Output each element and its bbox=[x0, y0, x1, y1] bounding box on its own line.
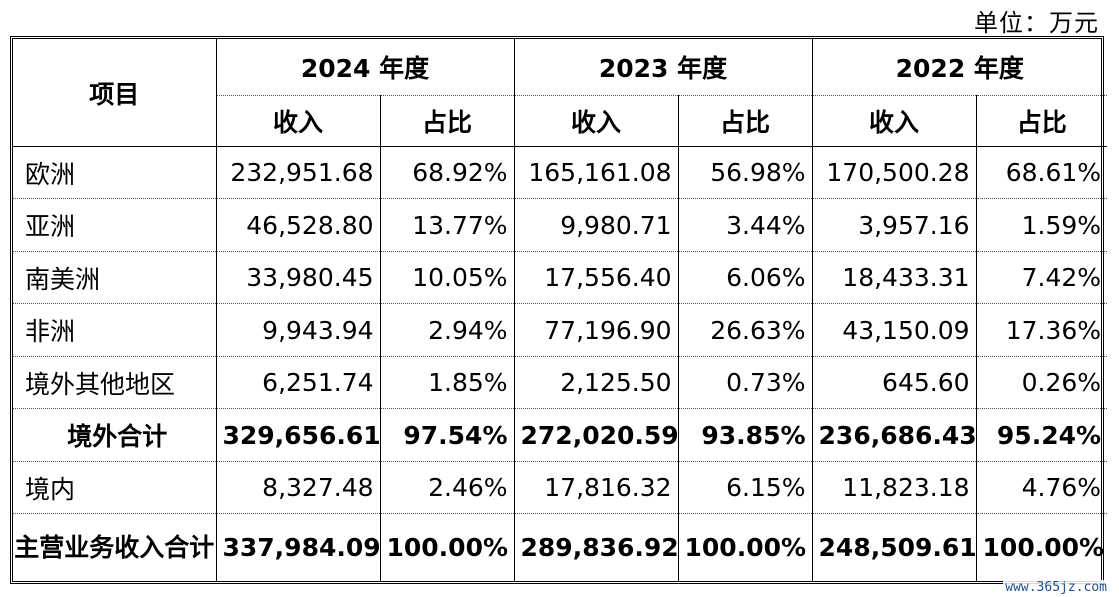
year-header-2023: 2023 年度 bbox=[514, 39, 813, 96]
cell-ratio-2024: 2.94% bbox=[380, 303, 515, 357]
ratio-header: 占比 bbox=[380, 95, 515, 147]
total-row: 主营业务收入合计 337,984.09 100.00% 289,836.92 1… bbox=[13, 513, 1107, 581]
row-label: 主营业务收入合计 bbox=[13, 513, 217, 581]
cell-ratio-2023: 6.15% bbox=[678, 461, 813, 515]
table-row: 亚洲 46,528.80 13.77% 9,980.71 3.44% 3,957… bbox=[13, 198, 1108, 252]
cell-ratio-2023: 56.98% bbox=[678, 146, 813, 200]
revenue-header: 收入 bbox=[812, 95, 977, 147]
revenue-by-region-table: 项目 2024 年度 2023 年度 2022 年度 收入 占比 收入 占比 收… bbox=[13, 39, 1108, 581]
cell-ratio-2022: 1.59% bbox=[976, 198, 1108, 252]
cell-ratio-2024: 2.46% bbox=[380, 461, 515, 515]
cell-ratio-2022: 4.76% bbox=[976, 461, 1108, 515]
cell-ratio-2022: 0.26% bbox=[976, 356, 1108, 410]
cell-ratio-2022: 68.61% bbox=[976, 146, 1108, 200]
cell-revenue-2022: 236,686.43 bbox=[812, 408, 977, 462]
cell-revenue-2022: 43,150.09 bbox=[812, 303, 977, 357]
table-row: 欧洲 232,951.68 68.92% 165,161.08 56.98% 1… bbox=[13, 146, 1108, 200]
cell-ratio-2023: 6.06% bbox=[678, 251, 813, 305]
revenue-header: 收入 bbox=[216, 95, 381, 147]
cell-revenue-2024: 8,327.48 bbox=[216, 461, 381, 515]
cell-ratio-2024: 68.92% bbox=[380, 146, 515, 200]
item-column-header: 项目 bbox=[13, 39, 217, 147]
cell-ratio-2023: 0.73% bbox=[678, 356, 813, 410]
table-row: 境外其他地区 6,251.74 1.85% 2,125.50 0.73% 645… bbox=[13, 356, 1108, 410]
header-row-years: 项目 2024 年度 2023 年度 2022 年度 bbox=[13, 39, 1108, 147]
row-label: 非洲 bbox=[13, 303, 217, 357]
cell-ratio-2023: 3.44% bbox=[678, 198, 813, 252]
cell-ratio-2022: 7.42% bbox=[976, 251, 1108, 305]
cell-revenue-2024: 337,984.09 bbox=[216, 513, 381, 581]
cell-ratio-2023: 26.63% bbox=[678, 303, 813, 357]
table-row: 非洲 9,943.94 2.94% 77,196.90 26.63% 43,15… bbox=[13, 303, 1108, 357]
year-header-2024: 2024 年度 bbox=[216, 39, 515, 96]
row-label: 境外合计 bbox=[13, 408, 217, 462]
cell-revenue-2022: 645.60 bbox=[812, 356, 977, 410]
cell-ratio-2022: 17.36% bbox=[976, 303, 1108, 357]
cell-revenue-2023: 9,980.71 bbox=[514, 198, 679, 252]
cell-ratio-2024: 10.05% bbox=[380, 251, 515, 305]
cell-revenue-2022: 3,957.16 bbox=[812, 198, 977, 252]
year-header-2022: 2022 年度 bbox=[812, 39, 1108, 96]
cell-revenue-2024: 329,656.61 bbox=[216, 408, 381, 462]
ratio-header: 占比 bbox=[678, 95, 813, 147]
cell-revenue-2023: 289,836.92 bbox=[514, 513, 679, 581]
cell-revenue-2022: 248,509.61 bbox=[812, 513, 977, 581]
unit-label: 单位：万元 bbox=[974, 9, 1099, 37]
cell-revenue-2022: 18,433.31 bbox=[812, 251, 977, 305]
cell-revenue-2024: 33,980.45 bbox=[216, 251, 381, 305]
cell-revenue-2023: 17,556.40 bbox=[514, 251, 679, 305]
cell-ratio-2023: 93.85% bbox=[678, 408, 813, 462]
cell-revenue-2023: 272,020.59 bbox=[514, 408, 679, 462]
cell-revenue-2023: 77,196.90 bbox=[514, 303, 679, 357]
cell-ratio-2022: 95.24% bbox=[976, 408, 1108, 462]
row-label: 欧洲 bbox=[13, 146, 217, 200]
cell-revenue-2024: 46,528.80 bbox=[216, 198, 381, 252]
cell-ratio-2024: 97.54% bbox=[380, 408, 515, 462]
watermark: www.365jz.com bbox=[1003, 580, 1109, 595]
cell-revenue-2023: 165,161.08 bbox=[514, 146, 679, 200]
cell-ratio-2024: 100.00% bbox=[380, 513, 515, 581]
row-label: 境外其他地区 bbox=[13, 356, 217, 410]
cell-ratio-2024: 13.77% bbox=[380, 198, 515, 252]
table-row: 境内 8,327.48 2.46% 17,816.32 6.15% 11,823… bbox=[13, 461, 1108, 515]
revenue-header: 收入 bbox=[514, 95, 679, 147]
cell-revenue-2023: 17,816.32 bbox=[514, 461, 679, 515]
cell-revenue-2023: 2,125.50 bbox=[514, 356, 679, 410]
cell-ratio-2022: 100.00% bbox=[982, 533, 1105, 563]
revenue-table-frame: 项目 2024 年度 2023 年度 2022 年度 收入 占比 收入 占比 收… bbox=[10, 36, 1108, 584]
cell-revenue-2022: 170,500.28 bbox=[812, 146, 977, 200]
row-label: 亚洲 bbox=[13, 198, 217, 252]
ratio-header: 占比 bbox=[976, 95, 1108, 147]
header-row-metrics: 收入 占比 收入 占比 收入 占比 bbox=[13, 95, 1108, 147]
row-label: 境内 bbox=[13, 461, 217, 515]
subtotal-row: 境外合计 329,656.61 97.54% 272,020.59 93.85%… bbox=[13, 408, 1108, 462]
cell-revenue-2024: 6,251.74 bbox=[216, 356, 381, 410]
cell-ratio-2024: 1.85% bbox=[380, 356, 515, 410]
cell-revenue-2024: 232,951.68 bbox=[216, 146, 381, 200]
cell-ratio-2023: 100.00% bbox=[678, 513, 813, 581]
table-row: 南美洲 33,980.45 10.05% 17,556.40 6.06% 18,… bbox=[13, 251, 1108, 305]
row-label: 南美洲 bbox=[13, 251, 217, 305]
cell-revenue-2022: 11,823.18 bbox=[812, 461, 977, 515]
cell-revenue-2024: 9,943.94 bbox=[216, 303, 381, 357]
